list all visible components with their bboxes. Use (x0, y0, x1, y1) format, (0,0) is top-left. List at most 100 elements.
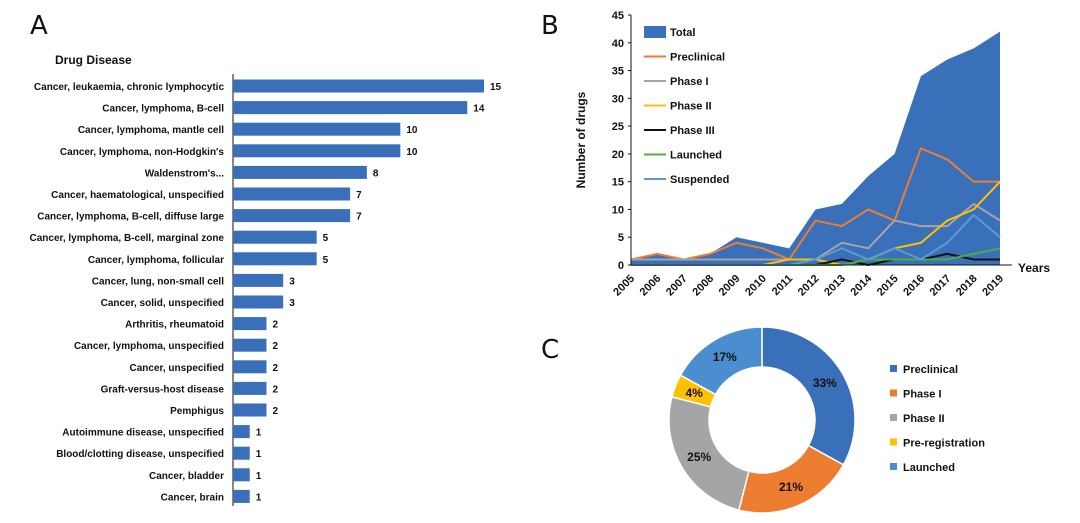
bar-value-label: 1 (256, 471, 262, 482)
category-label: Cancer, lymphoma, follicular (88, 255, 224, 266)
y-tick-label: 0 (618, 260, 624, 272)
bar-value-label: 2 (272, 341, 278, 352)
bar-value-label: 2 (272, 363, 278, 374)
donut-slice (668, 395, 750, 511)
slice-label: 4% (685, 386, 703, 400)
legend-label: Phase I (670, 76, 709, 88)
x-tick-label: 2008 (690, 273, 716, 299)
y-tick-label: 20 (612, 149, 624, 161)
category-label: Pemphigus (170, 406, 224, 417)
slice-label: 33% (813, 376, 837, 390)
bar (233, 317, 267, 331)
x-axis-title: Years (1018, 261, 1050, 275)
y-tick-label: 25 (612, 121, 624, 133)
x-tick-label: 2019 (980, 273, 1006, 299)
category-label: Cancer, lymphoma, mantle cell (78, 125, 224, 136)
bar (233, 425, 250, 439)
donut-slice (679, 326, 763, 396)
bar-value-label: 3 (289, 298, 295, 309)
bar-chart-panel: Drug Disease Cancer, leukaemia, chronic … (29, 53, 502, 506)
bar (233, 122, 401, 136)
y-tick-label: 40 (612, 38, 624, 50)
category-label: Arthritis, rheumatoid (125, 320, 224, 331)
bar (233, 403, 267, 417)
category-label: Cancer, haematological, unspecified (51, 190, 224, 201)
x-tick-label: 2017 (928, 273, 954, 299)
bar (233, 360, 267, 374)
bar-value-label: 2 (272, 320, 278, 331)
legend-label: Suspended (670, 174, 729, 186)
x-tick-label: 2012 (796, 273, 822, 299)
category-label: Cancer, lymphoma, B-cell, diffuse large (37, 212, 224, 223)
bar-value-label: 1 (256, 449, 262, 460)
category-label: Graft-versus-host disease (101, 384, 225, 395)
bar-value-label: 10 (406, 147, 418, 158)
panel-letter-a: A (30, 11, 48, 41)
bar-chart-title: Drug Disease (55, 53, 132, 67)
slice-label: 25% (687, 450, 711, 464)
x-tick-label: 2010 (743, 273, 769, 299)
donut-chart-panel: 33% 21% 25% 4% 17% Preclinical Phase I Phase I… (668, 326, 985, 514)
category-label: Cancer, leukaemia, chronic lymphocytic (34, 82, 225, 93)
bar-value-label: 8 (373, 168, 379, 179)
series-line-preclinical (630, 147, 1000, 261)
x-tick-label: 2018 (954, 273, 980, 299)
category-label: Cancer, lymphoma, non-Hodgkin's (60, 147, 225, 158)
bar-value-label: 1 (256, 428, 262, 439)
category-label: Blood/clotting disease, unspecified (56, 449, 224, 460)
category-label: Autoimmune disease, unspecified (62, 428, 224, 439)
bar (233, 468, 250, 482)
category-label: Waldenstrom's... (145, 168, 224, 179)
legend-label: Phase II (670, 101, 712, 113)
x-tick-label: 2006 (638, 273, 664, 299)
y-tick-label: 35 (612, 66, 624, 78)
bar (233, 144, 401, 158)
legend-label: Phase III (670, 125, 715, 137)
bar-value-label: 7 (356, 212, 362, 223)
category-label: Cancer, brain (161, 492, 224, 503)
category-label: Cancer, lung, non-small cell (92, 276, 224, 287)
bar (233, 252, 317, 266)
bar (233, 165, 367, 179)
x-tick-label: 2014 (849, 272, 875, 298)
bar-value-label: 1 (256, 492, 262, 503)
legend-label: Launched (670, 150, 722, 162)
y-tick-label: 10 (612, 204, 624, 216)
bar-value-label: 5 (323, 255, 329, 266)
y-axis-title: Number of drugs (574, 91, 588, 188)
bar (233, 489, 250, 503)
bar-value-label: 5 (323, 233, 329, 244)
category-label: Cancer, lymphoma, B-cell (102, 104, 224, 115)
slice-label: 21% (779, 480, 803, 494)
bar (233, 101, 468, 115)
legend-label: Launched (903, 462, 955, 474)
category-label: Cancer, unspecified (130, 363, 224, 374)
bar-value-label: 7 (356, 190, 362, 201)
x-tick-label: 2016 (901, 273, 927, 299)
bar-value-label: 2 (272, 406, 278, 417)
y-tick-label: 5 (618, 232, 624, 244)
bar (233, 209, 351, 223)
bar (233, 187, 351, 201)
donut-slice (761, 326, 856, 466)
legend-swatch (890, 365, 897, 372)
bar-value-label: 15 (490, 82, 502, 93)
panel-letter-c: C (541, 335, 559, 365)
y-tick-label: 45 (612, 10, 624, 22)
bar (233, 295, 284, 309)
legend-swatch (644, 26, 666, 38)
bar (233, 381, 267, 395)
category-label: Cancer, solid, unspecified (101, 298, 224, 309)
x-tick-label: 2007 (664, 273, 690, 299)
x-tick-label: 2011 (770, 273, 795, 298)
bar (233, 79, 484, 93)
legend-swatch (890, 438, 897, 446)
bar (233, 230, 317, 244)
bar-value-label: 2 (272, 384, 278, 395)
bar (233, 446, 250, 460)
legend-label: Phase II (903, 413, 945, 425)
y-tick-label: 30 (612, 93, 624, 105)
legend-swatch (890, 414, 897, 421)
